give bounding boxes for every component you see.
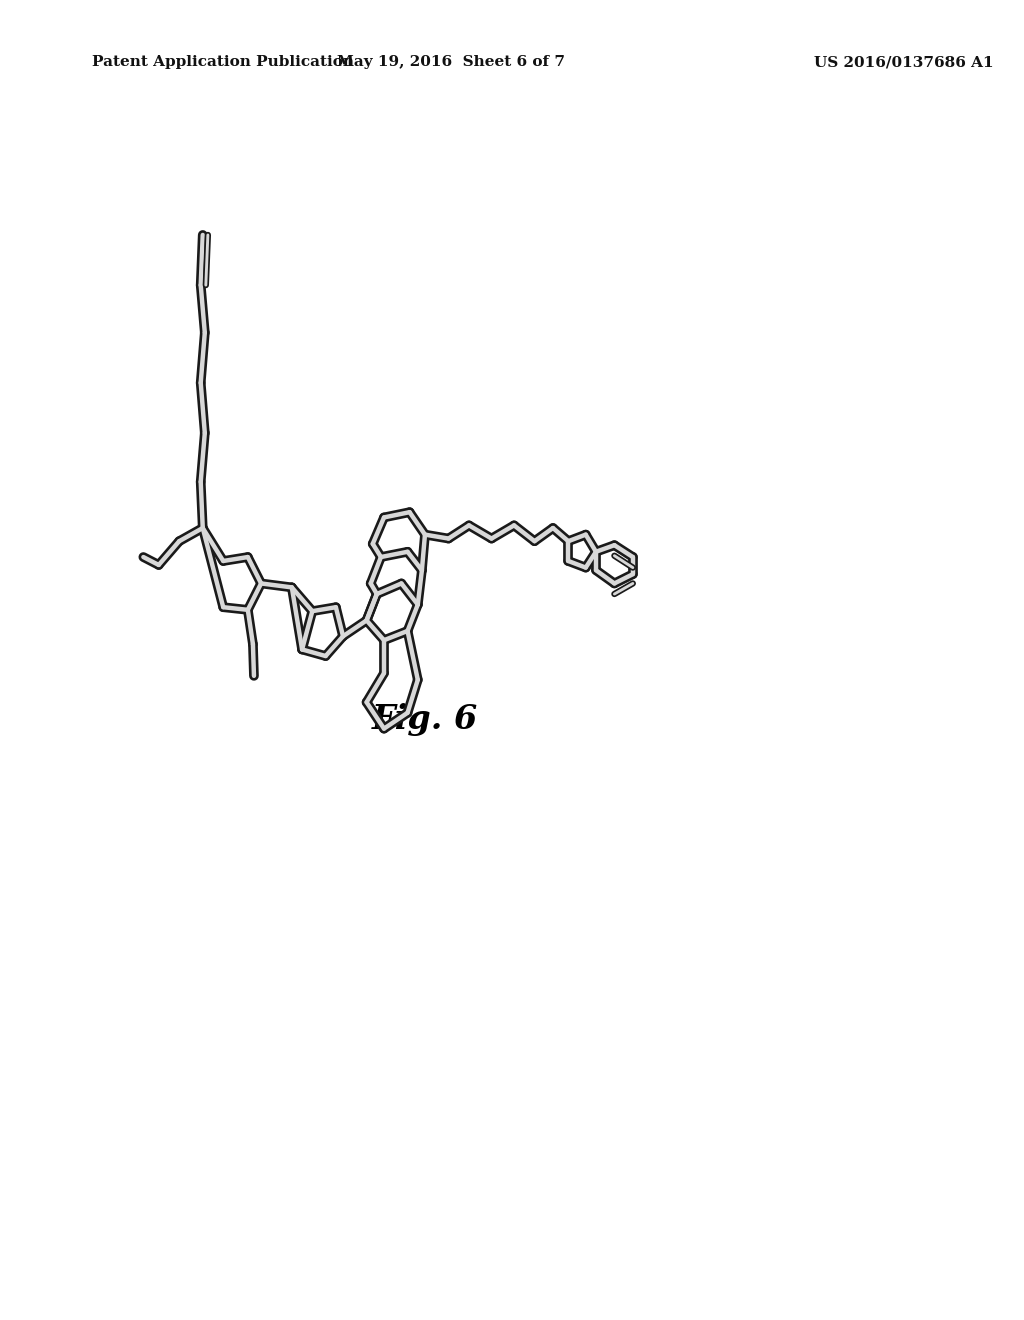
Text: US 2016/0137686 A1: US 2016/0137686 A1: [814, 55, 993, 70]
Text: Patent Application Publication: Patent Application Publication: [92, 55, 354, 70]
Text: Fig. 6: Fig. 6: [372, 702, 478, 737]
Text: May 19, 2016  Sheet 6 of 7: May 19, 2016 Sheet 6 of 7: [337, 55, 564, 70]
